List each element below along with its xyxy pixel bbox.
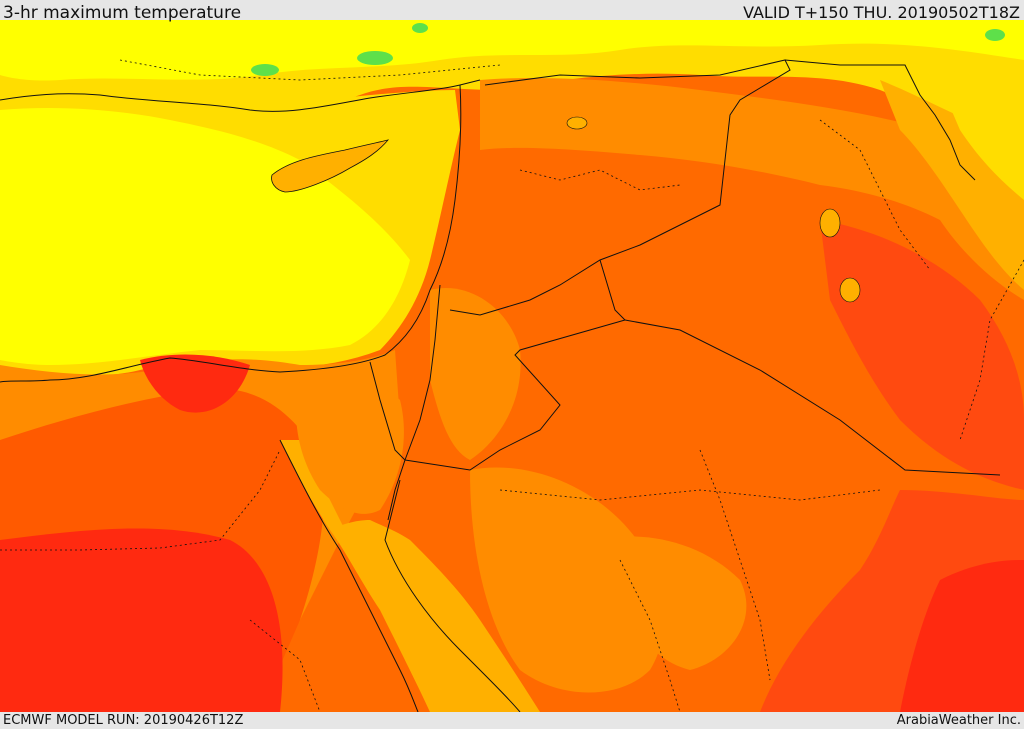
admin-boundary: [519, 169, 681, 191]
arabia-warm: [470, 467, 665, 693]
red-sea-west-coast: [279, 439, 419, 712]
lake: [839, 277, 861, 303]
nile-delta-hot: [140, 354, 250, 413]
warm-band-north: [480, 78, 1024, 300]
jordan-border: [404, 259, 626, 471]
egypt-israel-border: [369, 361, 406, 521]
admin-boundary: [819, 119, 931, 271]
admin-boundary: [499, 489, 881, 501]
admin-boundary: [0, 449, 281, 551]
turkey-coastline: [0, 79, 481, 112]
gulf-of-suez: [280, 440, 345, 530]
map-footer: ECMWF MODEL RUN: 20190426T12Z ArabiaWeat…: [0, 712, 1024, 729]
model-run-label: ECMWF MODEL RUN: 20190426T12Z: [3, 713, 244, 728]
gulf-hottest: [900, 560, 1024, 712]
admin-boundary: [249, 619, 321, 712]
cool-spot: [985, 29, 1005, 41]
iraq-turkey-border: [784, 59, 976, 181]
temperature-map: [0, 20, 1024, 712]
iraq-hot: [820, 220, 1024, 490]
cool-spot: [357, 51, 393, 65]
map-header: 3-hr maximum temperature VALID T+150 THU…: [0, 0, 1024, 23]
red-sea: [330, 520, 540, 712]
admin-boundary: [699, 449, 771, 681]
egypt-hottest: [0, 528, 283, 712]
cool-spot: [412, 23, 428, 33]
admin-boundary: [959, 259, 1024, 441]
lake: [566, 116, 588, 130]
iraq-saudi-border: [624, 319, 1001, 476]
valid-time-label: VALID T+150 THU. 20190502T18Z: [743, 3, 1020, 22]
red-sea-east-coast: [384, 479, 521, 712]
credit-label: ArabiaWeather Inc.: [896, 713, 1021, 728]
map-canvas: [0, 20, 1024, 712]
cool-spot: [251, 64, 279, 76]
cyprus: [271, 139, 390, 193]
jordan-warm: [430, 288, 521, 460]
jordan-river: [404, 284, 441, 461]
admin-boundary: [119, 59, 501, 81]
arabia-warm-2: [600, 536, 747, 670]
levant-egypt-coastline: [0, 84, 462, 383]
lake: [819, 208, 841, 238]
iran-cool: [930, 60, 1024, 200]
map-title: 3-hr maximum temperature: [3, 3, 242, 23]
north-coolest-band: [0, 20, 1024, 81]
syria-border: [449, 59, 791, 316]
sinai-warm: [296, 378, 404, 514]
